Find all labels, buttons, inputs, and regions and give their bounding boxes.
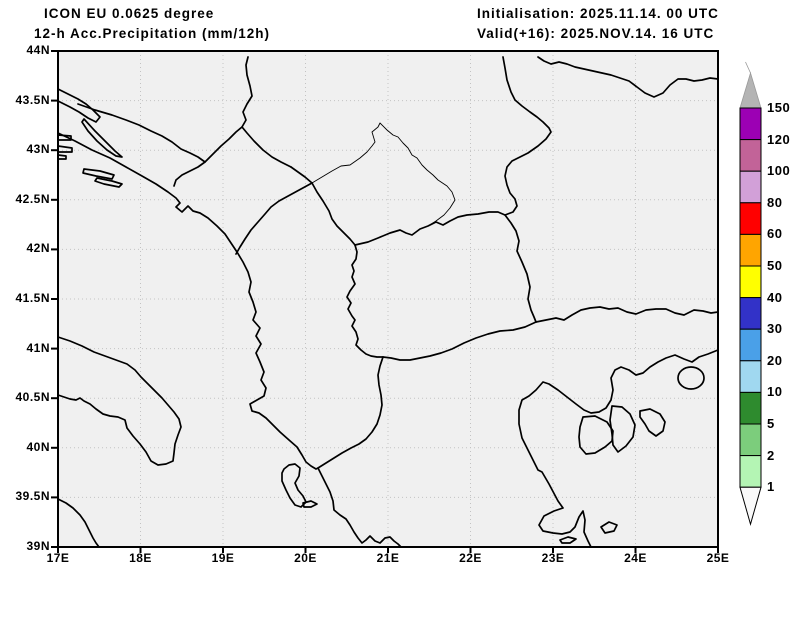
lon-tick-label: 21E — [376, 551, 400, 565]
island-skiathos — [600, 521, 618, 534]
colorbar-segment — [739, 360, 762, 393]
lat-tick-label: 39.5N — [15, 489, 50, 504]
colorbar-arrow-down — [739, 486, 762, 527]
peninsula-athos — [639, 408, 666, 437]
colorbar-segment — [739, 391, 762, 425]
border-macedonia-albania — [346, 244, 384, 358]
lat-tick-label: 41N — [26, 340, 50, 355]
colorbar-segment — [739, 455, 762, 488]
colorbar-label: 5 — [767, 416, 775, 431]
lon-tick-label: 20E — [294, 551, 317, 565]
island-corfu — [281, 463, 307, 508]
colorbar-label: 50 — [767, 258, 783, 273]
colorbar-segment — [739, 297, 762, 330]
country-borders — [77, 56, 719, 469]
lon-tick-label: 18E — [129, 551, 152, 565]
border-danube-romania — [537, 56, 719, 98]
lat-tick-label: 40.5N — [15, 390, 50, 405]
colorbar-segment — [739, 139, 762, 172]
border-montenegro-albania — [235, 182, 313, 255]
colorbar — [739, 61, 762, 527]
axis-ticks — [51, 50, 719, 553]
colorbar-arrow-up — [739, 71, 762, 109]
peninsula-kassandra — [578, 415, 614, 455]
lat-tick-label: 42.5N — [15, 191, 50, 206]
model-title: ICON EU 0.0625 degree — [44, 6, 215, 21]
coastline-italy-apulia — [57, 336, 182, 466]
valid-time: Valid(+16): 2025.NOV.14. 16 UTC — [477, 26, 715, 41]
coastline-italy-gulf-taranto — [57, 498, 100, 548]
border-greece-bulgaria — [535, 306, 719, 323]
island-peljesac — [81, 118, 123, 158]
colorbar-label: 10 — [767, 384, 783, 400]
islet-sporades — [559, 536, 577, 544]
colorbar-segment — [739, 233, 762, 267]
border-montenegro-kosovo — [290, 166, 313, 184]
colorbar-segment — [739, 202, 762, 235]
border-bosnia-montenegro-drina — [204, 56, 253, 163]
lat-tick-label: 41.5N — [15, 291, 50, 305]
colorbar-label: 120 — [767, 131, 791, 147]
colorbar-label: 80 — [767, 194, 783, 210]
island-mljet — [94, 177, 123, 188]
init-time: Initialisation: 2025.11.14. 00 UTC — [477, 6, 719, 21]
island-bar-2 — [57, 145, 73, 153]
lat-tick-label: 43N — [26, 142, 50, 157]
lat-tick-label: 39N — [26, 539, 50, 553]
lon-tick-label: 23E — [541, 551, 565, 565]
coastline-adriatic-albania-greece — [57, 132, 402, 548]
border-albania-greece — [317, 356, 384, 469]
graticule — [58, 51, 718, 547]
product-title: 12-h Acc.Precipitation (mm/12h) — [34, 26, 271, 41]
border-kosovo-albania — [311, 182, 356, 246]
island-bar-3 — [57, 154, 67, 160]
coastline-croatia-channel — [57, 88, 101, 123]
colorbar-label: 2 — [767, 447, 775, 463]
colorbar-segment — [739, 328, 762, 362]
border-macedonia-bulgaria — [504, 214, 537, 323]
lon-tick-label: 25E — [706, 551, 730, 565]
colorbar-label: 1 — [767, 479, 775, 495]
colorbar-label: 100 — [767, 163, 791, 179]
lat-tick-label: 44N — [26, 43, 50, 57]
lon-tick-label: 19E — [211, 551, 235, 565]
island-thasos — [677, 366, 705, 390]
lon-tick-label: 17E — [46, 551, 70, 565]
lat-tick-label: 43.5N — [15, 92, 50, 107]
lat-tick-label: 42N — [26, 241, 50, 256]
lon-tick-label: 24E — [624, 551, 647, 565]
colorbar-segment — [739, 107, 762, 141]
coastlines — [57, 88, 719, 548]
colorbar-label: 150 — [767, 100, 791, 115]
colorbar-segment — [739, 265, 762, 299]
coastline-aegean-chalkidiki — [518, 349, 719, 548]
lat-tick-label: 40N — [26, 439, 50, 454]
colorbar-label: 30 — [767, 321, 783, 337]
border-greece-macedonia — [382, 321, 537, 361]
colorbar-label: 60 — [767, 226, 783, 242]
peninsula-sithonia — [609, 405, 636, 453]
colorbar-label: 20 — [767, 352, 783, 368]
colorbar-label: 40 — [767, 289, 783, 305]
border-serbia-bulgaria — [502, 56, 552, 216]
border-croatia-bosnia — [77, 103, 206, 187]
border-kosovo-serbia — [311, 122, 456, 227]
islet-paxos — [302, 500, 318, 508]
colorbar-segment — [739, 423, 762, 457]
lon-tick-label: 22E — [459, 551, 482, 565]
border-montenegro-serbia — [241, 126, 292, 168]
border-macedonia-north — [354, 211, 506, 246]
island-korcula — [82, 168, 115, 180]
colorbar-segment — [739, 170, 762, 204]
